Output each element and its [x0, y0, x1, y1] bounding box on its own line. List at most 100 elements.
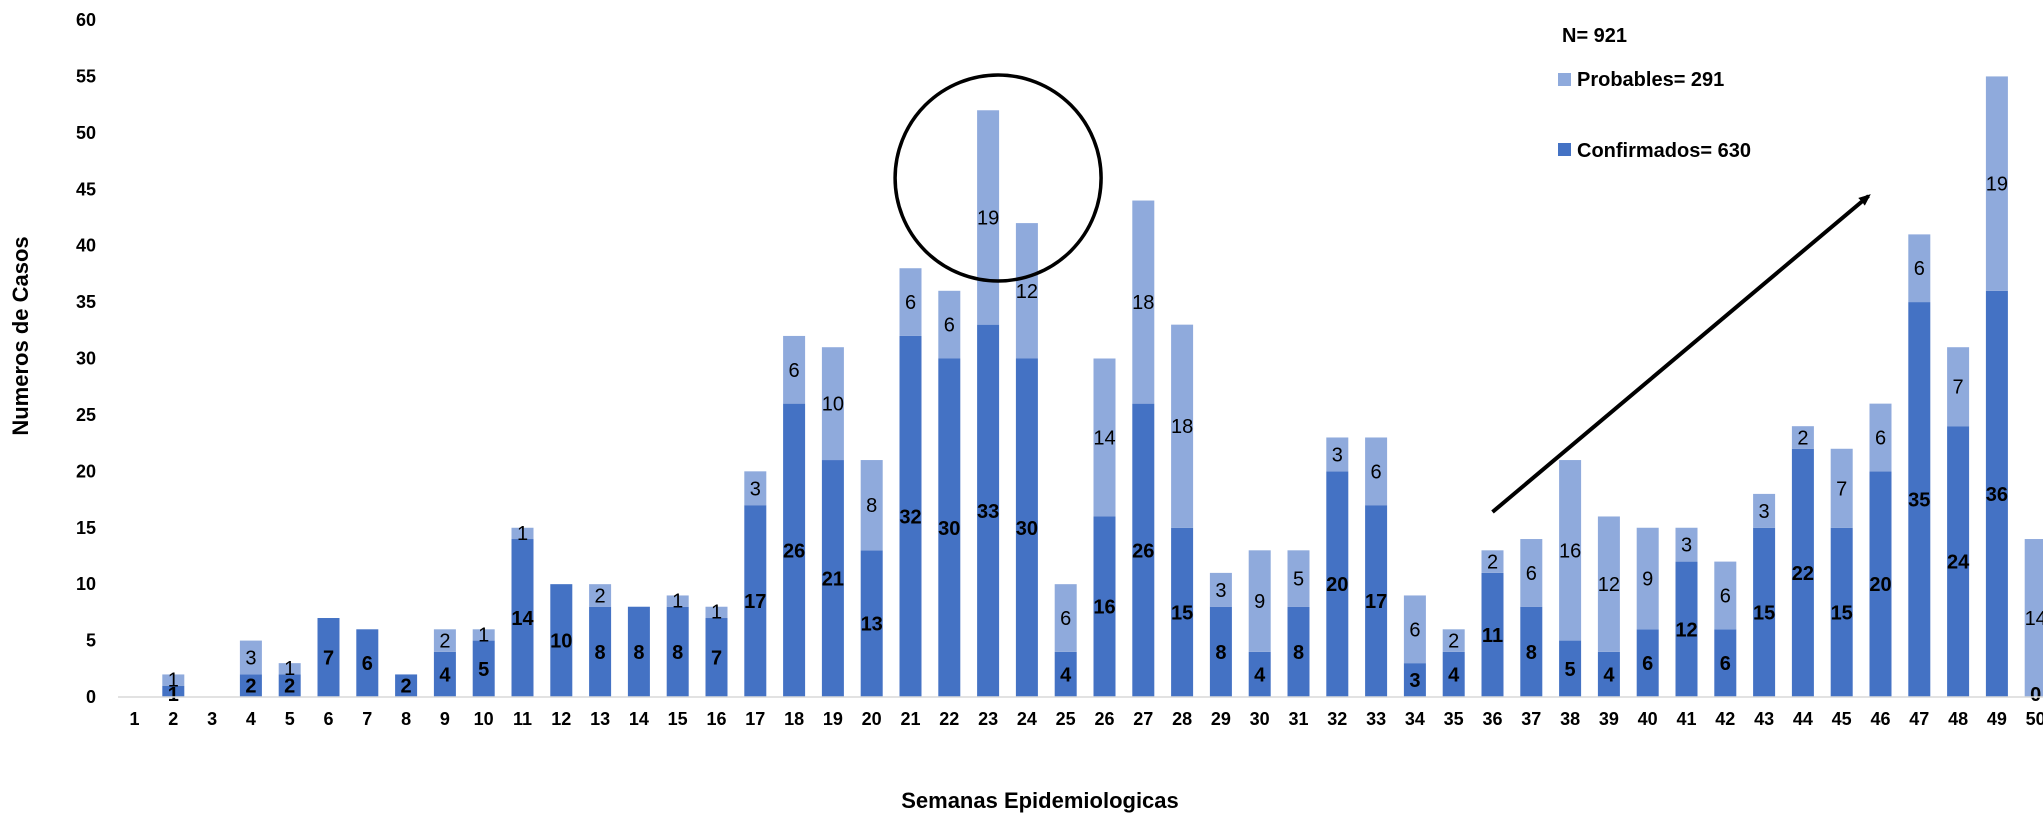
x-tick-label: 33 [1366, 709, 1386, 729]
bar-confirmados [1985, 290, 2008, 697]
bar-confirmados [1171, 527, 1194, 697]
y-tick-label: 0 [86, 687, 96, 707]
bar-confirmados [1132, 403, 1155, 697]
trend-arrow [1491, 194, 1871, 514]
bar-probables [899, 268, 922, 336]
data-label-probables: 12 [1598, 574, 1620, 596]
bar-confirmados [1365, 505, 1388, 697]
x-tick-label: 10 [474, 709, 494, 729]
x-axis-ticks: 1 2 3 4 5 6 7 8 9 10 11 12 13 14 15 16 17 18 19 20 21 22 23 24 2… [129, 709, 2043, 729]
data-label-confirmados: 32 [899, 506, 921, 528]
data-label-confirmados: 6 [1642, 653, 1653, 675]
x-tick-label: 35 [1444, 709, 1464, 729]
x-tick-label: 1 [129, 709, 139, 729]
bar-confirmados [821, 460, 844, 697]
bar-probables [1985, 76, 2008, 291]
x-axis-title: Semanas Epidemiologicas [901, 788, 1179, 813]
data-label-confirmados: 8 [672, 642, 683, 664]
data-label-probables: 8 [866, 495, 877, 517]
bar-probables [1830, 448, 1853, 528]
data-label-probables: 10 [822, 394, 844, 416]
data-label-probables: 5 [1293, 569, 1304, 591]
y-axis-title: Numeros de Casos [8, 236, 33, 435]
bar-confirmados [1830, 527, 1853, 697]
bar-probables [783, 335, 806, 404]
x-tick-label: 9 [440, 709, 450, 729]
data-label-confirmados: 17 [744, 591, 766, 613]
bar-confirmados [1287, 606, 1310, 697]
y-tick-label: 5 [86, 631, 96, 651]
bar-probables [1015, 223, 1038, 359]
y-axis-ticks: 0 5 10 15 20 25 30 35 40 45 50 55 60 [76, 10, 96, 707]
bar-confirmados [1714, 629, 1737, 697]
bar-confirmados [899, 335, 922, 697]
data-label-probables: 6 [1060, 608, 1071, 630]
x-tick-label: 27 [1133, 709, 1153, 729]
legend-swatch-probables [1558, 73, 1571, 86]
data-label-probables: 3 [1332, 444, 1343, 466]
bar-probables [1675, 527, 1698, 562]
data-label-confirmados: 8 [1293, 642, 1304, 664]
x-tick-label: 31 [1288, 709, 1308, 729]
legend-total: N= 921 [1562, 25, 1627, 47]
bar-confirmados [1675, 561, 1698, 697]
data-label-confirmados: 12 [1675, 619, 1697, 641]
y-tick-label: 60 [76, 10, 96, 30]
data-label-probables: 2 [595, 585, 606, 607]
bar-confirmados [627, 606, 650, 697]
bar-probables [821, 347, 844, 461]
bar-probables [1597, 516, 1620, 652]
bar-confirmados [1481, 572, 1504, 697]
data-label-confirmados: 15 [1171, 602, 1193, 624]
bar-probables [1908, 234, 1931, 303]
data-label-probables: 6 [905, 292, 916, 314]
bar-confirmados [1636, 629, 1659, 697]
bar-confirmados [239, 674, 262, 697]
data-label-probables: 3 [1759, 501, 1770, 523]
data-label-probables: 14 [1093, 427, 1115, 449]
x-tick-label: 23 [978, 709, 998, 729]
x-tick-label: 7 [362, 709, 372, 729]
bar-confirmados [472, 640, 495, 697]
data-label-confirmados: 0 [2030, 684, 2041, 706]
x-tick-label: 42 [1715, 709, 1735, 729]
x-tick-label: 30 [1250, 709, 1270, 729]
bar-probables [1403, 595, 1426, 664]
bar-probables [1093, 358, 1116, 517]
x-tick-label: 25 [1056, 709, 1076, 729]
data-label-confirmados: 16 [1093, 597, 1115, 619]
y-tick-label: 55 [76, 66, 96, 86]
bar-probables [162, 674, 185, 686]
x-tick-label: 37 [1521, 709, 1541, 729]
x-tick-label: 38 [1560, 709, 1580, 729]
data-label-probables: 6 [944, 315, 955, 337]
bar-confirmados [705, 618, 728, 697]
data-label-probables: 1 [711, 602, 722, 624]
data-label-confirmados: 4 [1060, 664, 1072, 686]
bar-confirmados [1559, 640, 1582, 697]
y-tick-label: 40 [76, 236, 96, 256]
data-label-confirmados: 8 [1215, 642, 1226, 664]
bar-probables [589, 584, 612, 607]
data-label-confirmados: 4 [1603, 664, 1615, 686]
bar-confirmados [1248, 651, 1271, 697]
legend-swatch-confirmados [1558, 143, 1571, 156]
data-label-probables: 2 [1448, 631, 1459, 653]
x-tick-label: 3 [207, 709, 217, 729]
data-label-probables: 6 [1875, 427, 1886, 449]
data-label-confirmados: 24 [1947, 552, 1970, 574]
data-label-confirmados: 15 [1831, 602, 1853, 624]
data-label-probables: 6 [1409, 619, 1420, 641]
x-tick-label: 14 [629, 709, 649, 729]
bar-probables [1054, 584, 1077, 652]
bar-confirmados [1015, 358, 1038, 697]
data-label-probables: 6 [1720, 585, 1731, 607]
data-label-confirmados: 14 [511, 608, 534, 630]
data-label-confirmados: 7 [711, 648, 722, 670]
data-label-probables: 6 [1371, 461, 1382, 483]
data-label-probables: 18 [1132, 292, 1154, 314]
bar-confirmados [317, 618, 340, 697]
bar-probables [278, 663, 301, 675]
